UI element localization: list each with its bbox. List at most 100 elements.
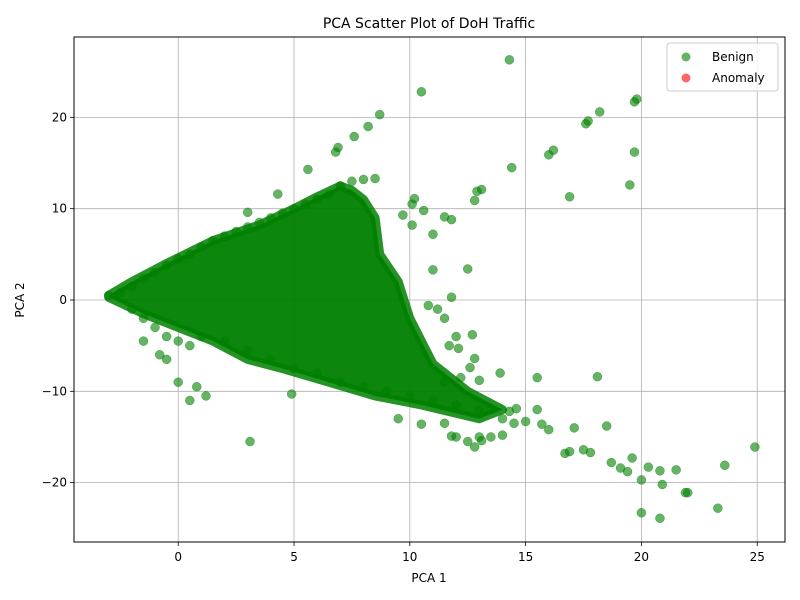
scatter-point — [474, 404, 485, 415]
x-axis-ticks: 0 5 10 15 20 25 — [174, 542, 765, 564]
scatter-point — [622, 466, 633, 477]
scatter-point — [476, 184, 487, 195]
scatter-point — [418, 205, 429, 216]
legend-benign-label: Benign — [712, 50, 754, 64]
scatter-point — [486, 432, 496, 442]
scatter-point — [446, 214, 457, 225]
scatter-point — [467, 329, 478, 340]
scatter-point — [242, 207, 253, 218]
scatter-point — [347, 176, 357, 187]
scatter-point — [154, 350, 165, 360]
scatter-point — [497, 413, 508, 424]
scatter-point — [289, 203, 299, 214]
scatter-point — [632, 94, 642, 104]
scatter-point — [300, 199, 311, 209]
scatter-point — [469, 195, 480, 206]
scatter-point — [532, 372, 542, 383]
scatter-point — [138, 274, 149, 284]
scatter-point — [655, 466, 665, 476]
scatter-point — [374, 109, 385, 120]
x-tick-label: 20 — [634, 550, 649, 564]
scatter-point — [451, 432, 461, 442]
scatter-point — [643, 462, 654, 472]
scatter-point — [532, 404, 542, 415]
scatter-point — [495, 368, 505, 378]
x-tick-label: 25 — [750, 550, 765, 564]
scatter-point — [462, 436, 473, 447]
scatter-point — [682, 487, 693, 498]
scatter-point — [506, 162, 517, 173]
scatter-point — [625, 180, 635, 190]
scatter-point — [289, 363, 299, 374]
scatter-point — [569, 423, 579, 433]
y-tick-label: −10 — [42, 384, 67, 398]
scatter-point — [636, 475, 647, 485]
scatter-point — [671, 465, 681, 475]
scatter-point — [196, 331, 207, 342]
x-tick-label: 15 — [518, 550, 533, 564]
scatter-point — [627, 453, 637, 463]
scatter-point — [409, 193, 420, 204]
scatter-point — [173, 336, 183, 346]
scatter-point — [594, 107, 605, 117]
scatter-point — [303, 164, 313, 175]
scatter-point — [564, 446, 575, 457]
scatter-point — [138, 313, 149, 324]
scatter-point — [407, 220, 417, 230]
scatter-point — [273, 189, 283, 199]
scatter-point — [191, 382, 202, 392]
scatter-point — [161, 260, 172, 271]
x-axis-label: PCA 1 — [411, 571, 446, 585]
scatter-point — [127, 281, 137, 292]
scatter-point — [428, 229, 438, 240]
scatter-point — [636, 508, 647, 518]
scatter-point — [349, 131, 359, 142]
scatter-point — [103, 290, 114, 301]
scatter-point — [544, 424, 554, 435]
scatter-point — [592, 371, 603, 382]
scatter-point — [432, 304, 443, 314]
legend: Benign Anomaly — [666, 42, 779, 92]
x-tick-label: 5 — [290, 550, 298, 564]
scatter-point — [469, 442, 480, 452]
scatter-point — [548, 145, 559, 155]
scatter-point — [428, 395, 438, 406]
scatter-point — [451, 400, 461, 410]
scatter-point — [585, 447, 596, 458]
scatter-point — [504, 55, 515, 65]
scatter-point — [219, 336, 230, 346]
scatter-point — [444, 340, 454, 351]
scatter-point — [446, 292, 457, 303]
scatter-point — [312, 194, 322, 205]
scatter-point — [398, 210, 408, 220]
scatter-point — [363, 121, 373, 132]
scatter-point — [219, 231, 230, 241]
grid — [74, 37, 785, 542]
legend-anomaly-marker — [681, 73, 691, 83]
scatter-point — [655, 513, 665, 524]
y-tick-label: 10 — [52, 202, 67, 216]
y-tick-label: 0 — [59, 293, 67, 307]
y-tick-label: 20 — [52, 110, 67, 124]
scatter-point — [537, 419, 547, 429]
scatter-point — [423, 300, 434, 311]
scatter-point — [324, 190, 334, 200]
scatter-point — [428, 265, 438, 275]
legend-anomaly-label: Anomaly — [712, 71, 765, 85]
scatter-point — [439, 418, 450, 429]
scatter-point — [242, 222, 253, 232]
scatter-point — [312, 368, 322, 378]
scatter-point — [416, 87, 427, 97]
scatter-point — [381, 386, 392, 397]
scatter-point — [393, 413, 403, 424]
scatter-point — [439, 313, 450, 324]
legend-benign-marker — [681, 52, 691, 62]
scatter-point — [266, 354, 276, 365]
scatter-point — [497, 430, 508, 440]
scatter-point — [286, 389, 297, 399]
data-points — [103, 55, 760, 524]
scatter-point — [657, 479, 668, 490]
plot-frame — [73, 36, 786, 543]
scatter-point — [138, 336, 149, 346]
